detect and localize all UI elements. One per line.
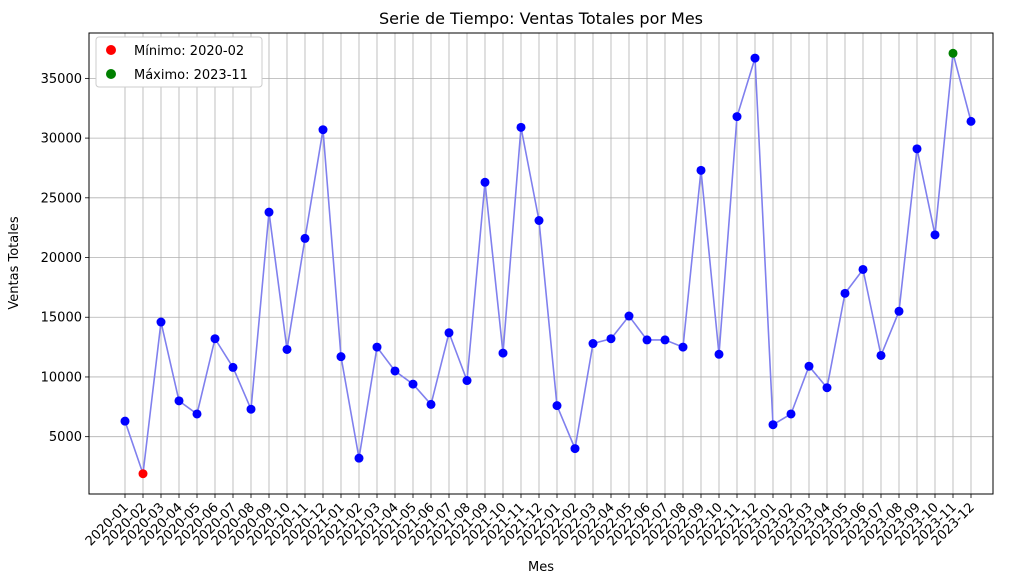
data-point: [498, 348, 508, 358]
legend-max-label: Máximo: 2023-11: [134, 68, 248, 83]
y-tick-label: 35000: [41, 72, 82, 87]
data-point: [570, 444, 580, 454]
data-point: [228, 362, 238, 372]
data-point: [822, 383, 832, 393]
data-point: [300, 233, 310, 243]
data-point: [354, 453, 364, 463]
data-point: [768, 420, 778, 430]
max-point: [948, 48, 958, 58]
data-point: [174, 396, 184, 406]
series-line: [124, 53, 972, 474]
data-point: [534, 216, 544, 226]
data-point: [642, 335, 652, 345]
y-tick-label: 5000: [49, 430, 82, 445]
data-point: [372, 342, 382, 352]
x-axis-label: Mes: [528, 560, 554, 575]
data-point: [786, 409, 796, 419]
chart-title: Serie de Tiempo: Ventas Totales por Mes: [379, 9, 703, 28]
data-point: [966, 116, 976, 126]
min-point: [138, 469, 148, 479]
data-point: [264, 207, 274, 217]
y-tick-label: 15000: [41, 311, 82, 326]
data-point: [120, 416, 130, 426]
grid-layer: [89, 33, 993, 494]
data-point: [660, 335, 670, 345]
data-point: [750, 53, 760, 63]
legend-min-label: Mínimo: 2020-02: [134, 44, 244, 59]
data-point: [858, 264, 868, 274]
y-tick-label: 10000: [41, 370, 82, 385]
data-point: [516, 122, 526, 132]
data-point: [282, 344, 292, 354]
y-axis-label: Ventas Totales: [7, 216, 22, 309]
data-point: [732, 112, 742, 122]
data-point: [894, 306, 904, 316]
data-point: [480, 177, 490, 187]
data-point: [318, 125, 328, 135]
y-tick-label: 25000: [41, 191, 82, 206]
legend: Mínimo: 2020-02 Máximo: 2023-11: [95, 36, 263, 88]
data-point: [552, 401, 562, 411]
plot-area: [88, 32, 994, 495]
data-point: [156, 317, 166, 327]
data-point: [390, 366, 400, 376]
data-point: [462, 376, 472, 386]
data-point: [714, 349, 724, 359]
data-point: [912, 144, 922, 154]
legend-box: [95, 36, 263, 88]
data-point: [606, 334, 616, 344]
data-point: [804, 361, 814, 371]
series-layer: [120, 48, 976, 479]
data-point: [930, 230, 940, 240]
data-point: [588, 339, 598, 349]
legend-min-marker: [106, 45, 116, 55]
data-point: [192, 409, 202, 419]
data-point: [678, 342, 688, 352]
tick-layer: 2020-012020-022020-032020-042020-052020-…: [41, 72, 978, 549]
data-point: [840, 288, 850, 298]
data-point: [336, 352, 346, 362]
data-point: [444, 328, 454, 338]
data-point: [246, 404, 256, 414]
data-point: [426, 399, 436, 409]
data-point: [696, 165, 706, 175]
data-point: [210, 334, 220, 344]
data-point: [624, 311, 634, 321]
data-point: [876, 350, 886, 360]
legend-max-marker: [106, 69, 116, 79]
y-tick-label: 30000: [41, 132, 82, 147]
y-tick-label: 20000: [41, 251, 82, 266]
data-point: [408, 379, 418, 389]
